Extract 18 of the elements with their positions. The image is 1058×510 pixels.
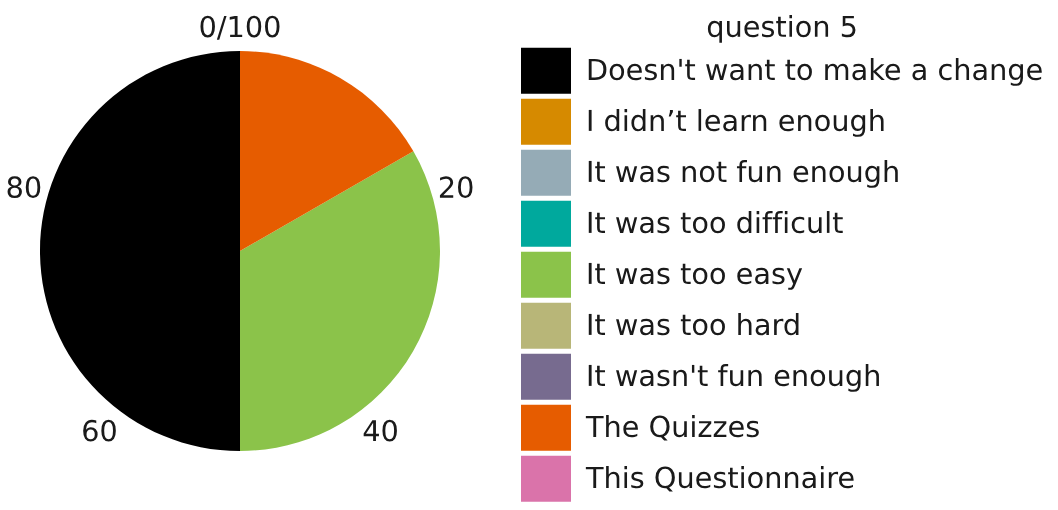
text: 0/100 — [200, 15, 280, 40]
pie-slice — [240, 151, 440, 451]
pie-slice — [40, 51, 240, 451]
text: 80 — [7, 176, 41, 199]
pie-slice — [240, 51, 414, 251]
legend-label: It was too easy — [588, 262, 803, 290]
legend-label: It wasn't fun enough — [588, 364, 879, 392]
text: 20 — [439, 176, 473, 199]
legend-label: Doesn't want to make a change — [588, 58, 1042, 86]
text: 40 — [363, 419, 397, 442]
legend-label: This Questionnaire — [585, 466, 854, 492]
text: 60 — [83, 419, 116, 442]
legend-label: It was too hard — [588, 313, 799, 336]
legend-label: It was too difficult — [588, 211, 843, 234]
legend-label: It was not fun enough — [588, 160, 898, 188]
legend-label: I didn’t learn enough — [588, 109, 884, 137]
legend-label: The Quizzes — [585, 415, 759, 441]
legend-title: question 5 — [707, 15, 856, 43]
